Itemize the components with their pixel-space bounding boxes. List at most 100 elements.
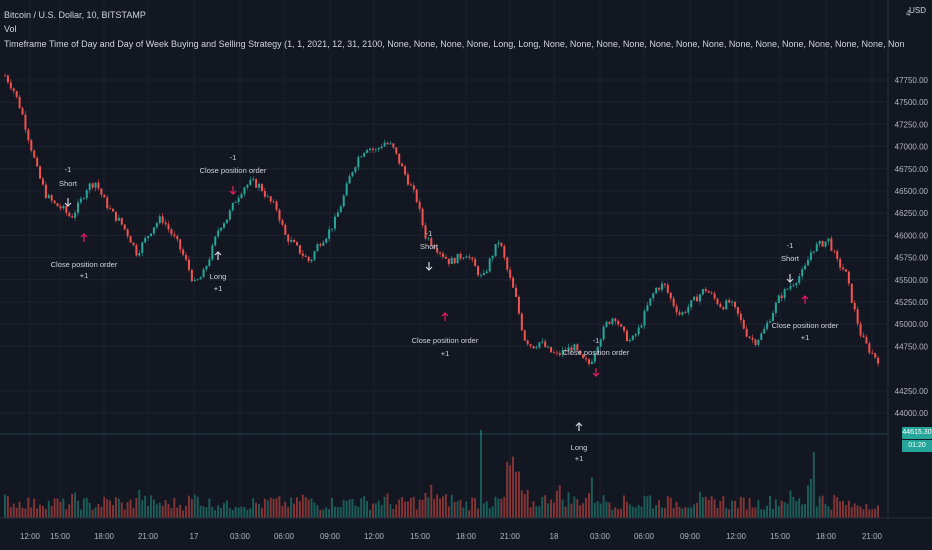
candle-body xyxy=(590,361,593,364)
volume-bar xyxy=(818,496,821,518)
volume-bar xyxy=(552,502,555,518)
volume-bar xyxy=(555,490,558,518)
time-axis[interactable]: 12:00 15:00 18:00 21:00 17 03:00 06:00 09:00 12:… xyxy=(0,517,932,550)
volume-bar xyxy=(211,506,214,518)
candle-body xyxy=(427,238,430,240)
candle-body xyxy=(304,255,307,257)
candle-body xyxy=(406,174,409,185)
volume-bar xyxy=(255,502,258,518)
candle-body xyxy=(766,322,769,329)
volume-bar xyxy=(395,504,398,518)
candle-body xyxy=(88,183,91,191)
candle-body xyxy=(345,183,348,196)
candle-body xyxy=(33,150,36,158)
candle-body xyxy=(611,318,614,324)
volume-bar xyxy=(719,500,722,518)
candle-body xyxy=(223,223,226,228)
volume-bar xyxy=(520,490,523,518)
volume-bar xyxy=(106,499,109,518)
volume-bar xyxy=(109,500,112,518)
volume-bar xyxy=(185,505,187,518)
volume-bar xyxy=(281,506,284,518)
volume-bar xyxy=(351,498,354,518)
volume-bar xyxy=(170,507,173,518)
last-price-badge: 44615.30 xyxy=(902,427,932,439)
volume-bar xyxy=(623,495,625,518)
volume-bar xyxy=(754,507,757,518)
volume-bar xyxy=(479,430,482,518)
candle-body xyxy=(392,143,395,148)
candle-body xyxy=(877,357,880,364)
volume-bar xyxy=(564,506,567,518)
candle-body xyxy=(260,184,263,191)
volume-bar xyxy=(836,497,839,518)
volume-bar xyxy=(369,509,371,518)
volume-bar xyxy=(459,499,462,518)
volume-indicator-label[interactable]: Vol xyxy=(4,24,17,34)
candle-body xyxy=(792,285,795,287)
time-tick-label: 12:00 xyxy=(364,532,385,541)
candle-body xyxy=(710,292,713,294)
candle-body xyxy=(631,335,634,341)
volume-bar xyxy=(827,506,830,518)
volume-bar xyxy=(345,500,348,518)
volume-bar xyxy=(681,508,684,518)
volume-bar xyxy=(322,509,325,518)
candle-body xyxy=(85,190,88,198)
signal-label: Close position order xyxy=(563,348,630,357)
volume-bar xyxy=(371,503,374,518)
candle-body xyxy=(389,143,392,145)
volume-bar xyxy=(220,507,222,518)
candle-body xyxy=(509,269,512,278)
volume-bar xyxy=(596,501,599,518)
candle-body xyxy=(240,194,243,199)
volume-bar xyxy=(427,497,430,518)
volume-bar xyxy=(798,498,801,518)
volume-bar xyxy=(588,493,590,518)
candle-body xyxy=(529,344,532,347)
symbol-title[interactable]: Bitcoin / U.S. Dollar, 10, BITSTAMP xyxy=(4,10,146,20)
volume-bar xyxy=(129,499,132,518)
candle-body xyxy=(771,313,774,322)
candle-body xyxy=(579,350,582,355)
volume-bar xyxy=(392,509,395,518)
candle-body xyxy=(214,236,217,246)
candle-body xyxy=(617,320,620,325)
volume-bar xyxy=(701,497,704,518)
candle-body xyxy=(494,244,497,256)
time-tick-label: 03:00 xyxy=(230,532,251,541)
volume-bar xyxy=(477,508,479,518)
volume-bar xyxy=(284,501,287,518)
candle-body xyxy=(182,249,185,255)
strategy-title[interactable]: Timeframe Time of Day and Day of Week Bu… xyxy=(4,39,904,49)
candle-body xyxy=(144,237,147,243)
volume-bar xyxy=(290,497,293,518)
candle-body xyxy=(120,217,123,225)
volume-bar xyxy=(301,494,304,518)
candle-body xyxy=(809,252,812,260)
price-tick-label: 44750.00 xyxy=(895,342,929,351)
volume-bar xyxy=(687,507,690,518)
volume-bar xyxy=(363,496,366,518)
candle-body xyxy=(526,340,529,345)
close-arrow-icon xyxy=(441,312,449,321)
signal-label: Short xyxy=(781,254,800,263)
volume-bar xyxy=(637,505,640,518)
candle-body xyxy=(27,129,30,141)
candle-body xyxy=(623,326,626,331)
candle-body xyxy=(193,279,196,281)
candle-body xyxy=(538,342,541,348)
close-arrow-icon xyxy=(229,186,237,195)
candle-body xyxy=(748,336,751,338)
candle-body xyxy=(56,203,59,207)
candle-body xyxy=(798,276,801,283)
volume-bar xyxy=(325,507,328,518)
volume-bar xyxy=(707,499,710,518)
candle-body xyxy=(202,269,205,278)
candle-body xyxy=(68,212,71,217)
volume-bar xyxy=(214,510,217,518)
volume-bar xyxy=(65,509,68,518)
candle-body xyxy=(147,236,150,238)
volume-bar xyxy=(780,500,783,518)
